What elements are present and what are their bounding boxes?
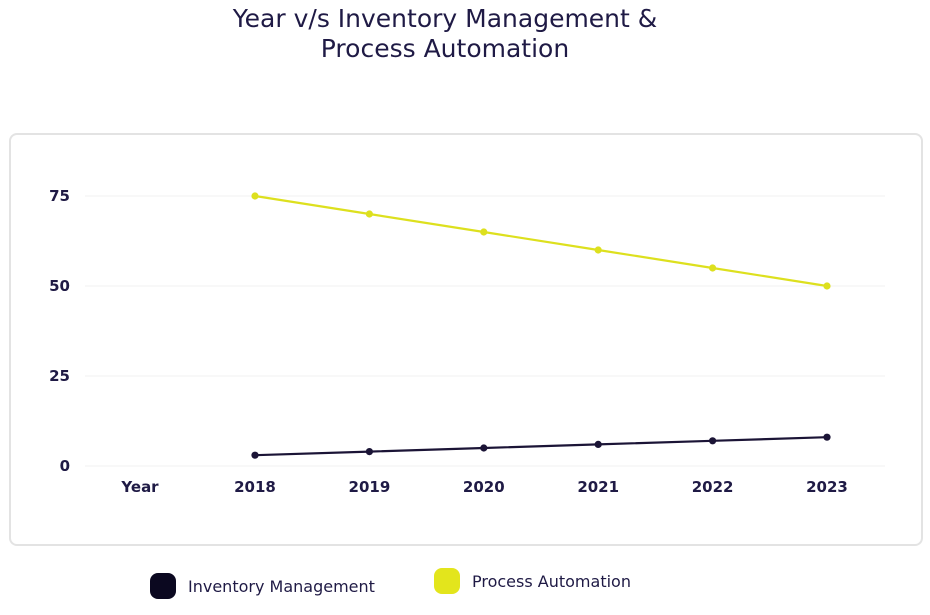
x-tick-label-2018: 2018 [234,478,276,496]
x-tick-label-2021: 2021 [577,478,619,496]
x-tick-label-2019: 2019 [349,478,391,496]
x-tick-label-2022: 2022 [692,478,734,496]
legend-item-inventory-management[interactable]: Inventory Management [150,573,375,599]
x-tick-label-2023: 2023 [806,478,848,496]
data-point-inventory-management-2019 [365,448,373,456]
data-point-process-automation-2023 [823,282,831,290]
data-point-process-automation-2018 [251,192,259,200]
y-tick-label-0: 0 [60,457,70,475]
chart-title-line-2: Process Automation [320,34,570,63]
data-point-inventory-management-2022 [709,437,717,445]
legend-label-process-automation: Process Automation [472,571,631,591]
x-tick-label-2020: 2020 [463,478,505,496]
chart-legend: Inventory Management Process Automation [0,566,930,606]
data-point-inventory-management-2020 [480,444,488,452]
series-line-process-automation [253,194,829,288]
chart-title-line-1: Year v/s Inventory Management & [232,4,658,33]
data-point-inventory-management-2021 [594,440,602,448]
y-tick-label-75: 75 [49,187,70,205]
series-line-inventory-management [253,436,829,457]
data-point-process-automation-2021 [594,246,602,254]
data-point-process-automation-2022 [709,264,717,272]
data-point-process-automation-2019 [365,210,373,218]
y-tick-label-25: 25 [49,367,70,385]
legend-item-process-automation[interactable]: Process Automation [434,568,631,594]
x-axis-label: Year [120,478,159,496]
data-point-process-automation-2020 [480,228,488,236]
data-point-inventory-management-2023 [823,433,831,441]
data-point-inventory-management-2018 [251,451,259,459]
chart-card [9,133,923,546]
legend-swatch-inventory-management [150,573,176,599]
y-tick-label-50: 50 [49,277,70,295]
chart-title: Year v/s Inventory Management & Process … [0,4,890,64]
legend-label-inventory-management: Inventory Management [188,576,375,596]
legend-swatch-process-automation [434,568,460,594]
line-chart: 0 25 50 75 Year 2018 2019 2020 2021 2022 2023 [49,187,885,496]
